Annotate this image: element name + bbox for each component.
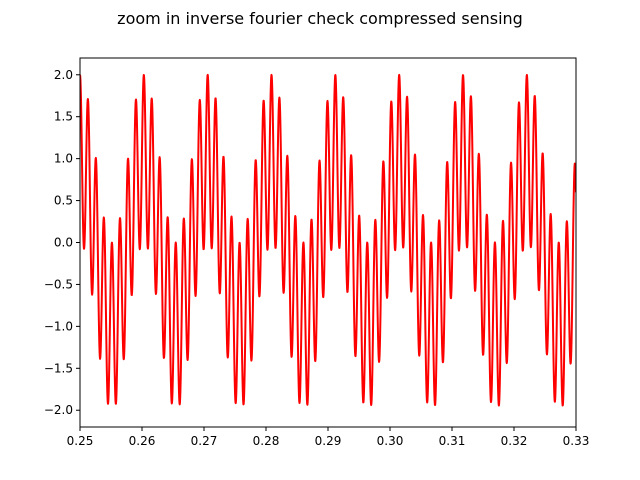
x-tick-label: 0.25 — [67, 434, 94, 448]
signal-line — [80, 73, 576, 407]
y-tick-label: −1.0 — [44, 319, 73, 333]
y-tick-label: 1.5 — [54, 110, 73, 124]
y-tick-label: 1.0 — [54, 152, 73, 166]
y-tick-label: −2.0 — [44, 403, 73, 417]
plot-frame — [79, 57, 577, 428]
x-tick-label: 0.33 — [563, 434, 590, 448]
y-tick-label: 0.5 — [54, 194, 73, 208]
x-tick-label: 0.30 — [377, 434, 404, 448]
x-tick-label: 0.29 — [315, 434, 342, 448]
axis-ticks: 0.25 0.26 0.27 0.28 0.29 0.30 0.31 0.32 0.33 −2.0… — [44, 68, 590, 448]
x-tick-label: 0.28 — [253, 434, 280, 448]
y-tick-label: −0.5 — [44, 277, 73, 291]
y-tick-label: 0.0 — [54, 236, 73, 250]
x-tick-label: 0.31 — [439, 434, 466, 448]
x-tick-label: 0.26 — [129, 434, 156, 448]
x-tick-label: 0.27 — [191, 434, 218, 448]
x-tick-label: 0.32 — [501, 434, 528, 448]
y-tick-label: 2.0 — [54, 68, 73, 82]
chart-title: zoom in inverse fourier check compressed… — [117, 9, 523, 28]
y-tick-label: −1.5 — [44, 361, 73, 375]
